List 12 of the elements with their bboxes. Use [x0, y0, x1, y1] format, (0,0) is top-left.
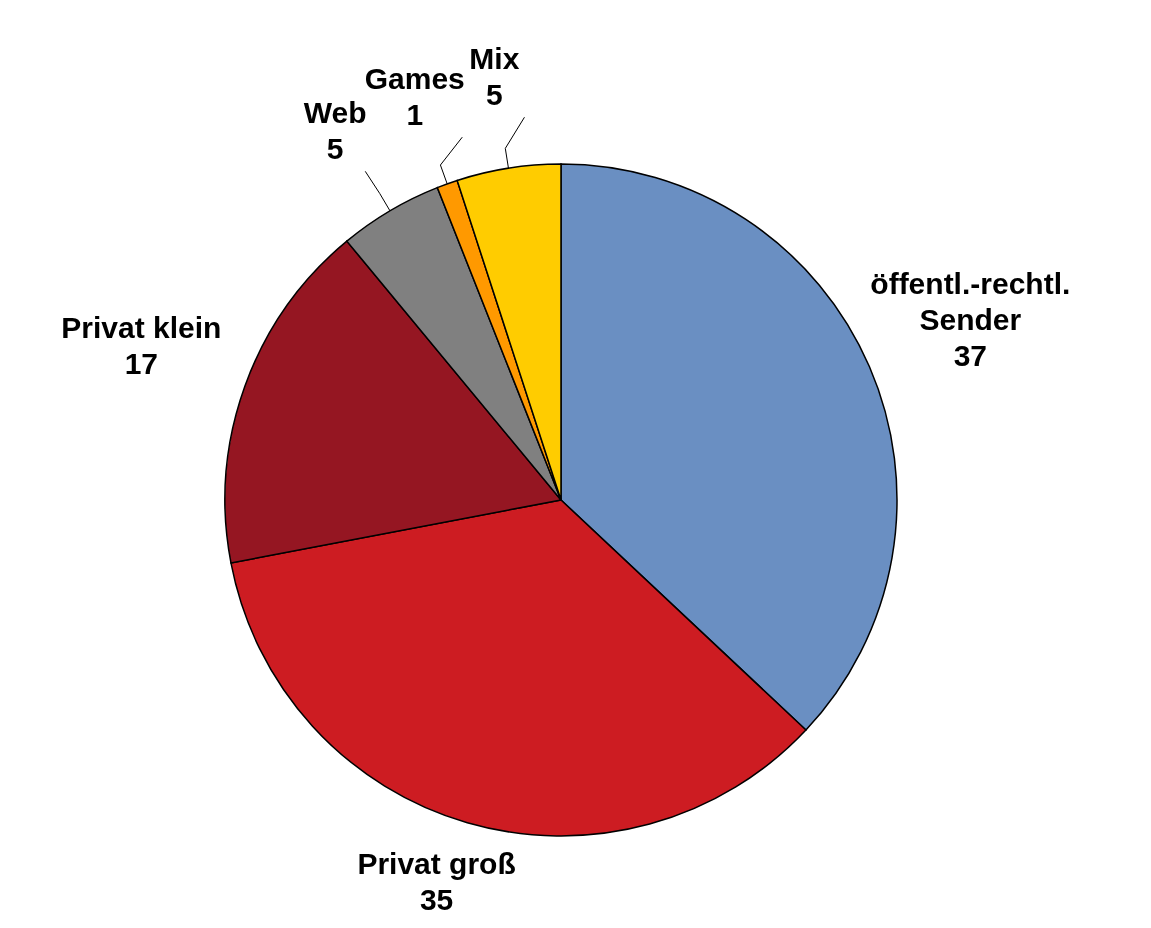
- data-label: 5: [326, 131, 344, 165]
- slice-label: Games: [364, 61, 465, 95]
- slice-label: Web: [303, 95, 367, 129]
- data-label: 37: [953, 339, 988, 373]
- slice-label: öffentl.-rechtl. Sender: [870, 267, 1071, 337]
- slice-label: Privat groß: [357, 846, 516, 880]
- slice-label: Privat klein: [61, 311, 222, 345]
- slice-label: Mix: [469, 41, 520, 75]
- data-label: 1: [406, 97, 424, 131]
- data-label: 35: [419, 882, 454, 916]
- data-label: 17: [124, 347, 159, 381]
- data-label: 5: [486, 77, 503, 111]
